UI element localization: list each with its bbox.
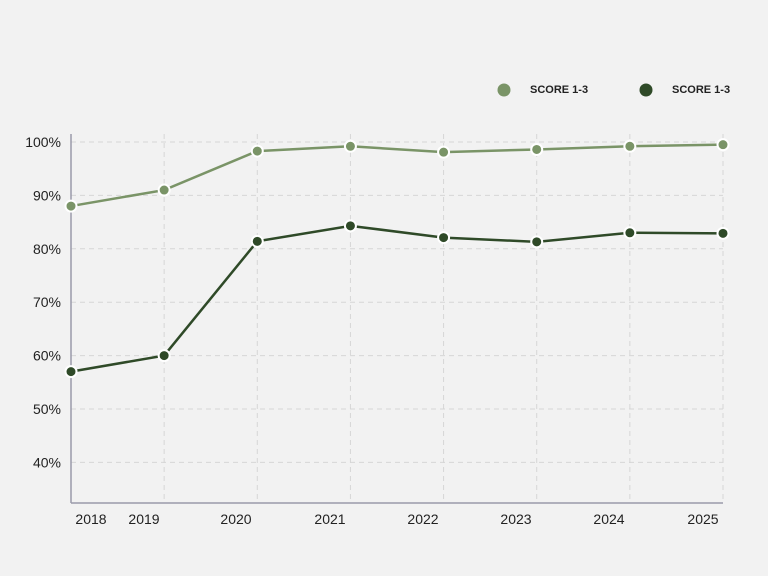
data-point (530, 142, 544, 156)
legend-swatch (497, 83, 511, 97)
series-line (70, 143, 724, 208)
data-point (716, 138, 730, 152)
data-point (343, 219, 357, 233)
x-tick-label: 2020 (220, 511, 251, 527)
series-1 (64, 138, 730, 213)
legend-item: SCORE 1-3 (497, 83, 588, 97)
data-point (250, 234, 264, 248)
legend-label: SCORE 1-3 (530, 84, 588, 96)
data-point (623, 226, 637, 240)
x-tick-label: 2024 (593, 511, 624, 527)
y-tick-label: 100% (25, 134, 61, 150)
data-point (64, 365, 78, 379)
x-tick-label: 2022 (407, 511, 438, 527)
series-2 (64, 219, 730, 379)
x-tick-label: 2018 (75, 511, 106, 527)
legend-swatch (639, 83, 653, 97)
y-tick-label: 70% (33, 294, 61, 310)
data-point (623, 139, 637, 153)
data-point (250, 144, 264, 158)
data-point (343, 139, 357, 153)
x-tick-label: 2019 (128, 511, 159, 527)
y-tick-label: 90% (33, 187, 61, 203)
y-tick-label: 60% (33, 348, 61, 364)
data-point (716, 226, 730, 240)
legend-label: SCORE 1-3 (672, 84, 730, 96)
series-group (64, 138, 730, 379)
data-point (437, 145, 451, 159)
y-tick-label: 50% (33, 401, 61, 417)
data-point (530, 235, 544, 249)
y-tick-label: 80% (33, 241, 61, 257)
x-tick-label: 2021 (314, 511, 345, 527)
series-line (70, 224, 724, 373)
data-point (157, 183, 171, 197)
grid (71, 134, 724, 503)
legend-item: SCORE 1-3 (639, 83, 730, 97)
axes: 100% 90% 80% 70% 60% 50% 40% 2018 2019 2020 2021 20… (25, 134, 723, 527)
data-point (437, 231, 451, 245)
legend: SCORE 1-3 SCORE 1-3 (497, 83, 730, 97)
x-tick-label: 2025 (687, 511, 718, 527)
x-tick-label: 2023 (500, 511, 531, 527)
data-point (157, 349, 171, 363)
y-tick-label: 40% (33, 454, 61, 470)
data-point (64, 199, 78, 213)
